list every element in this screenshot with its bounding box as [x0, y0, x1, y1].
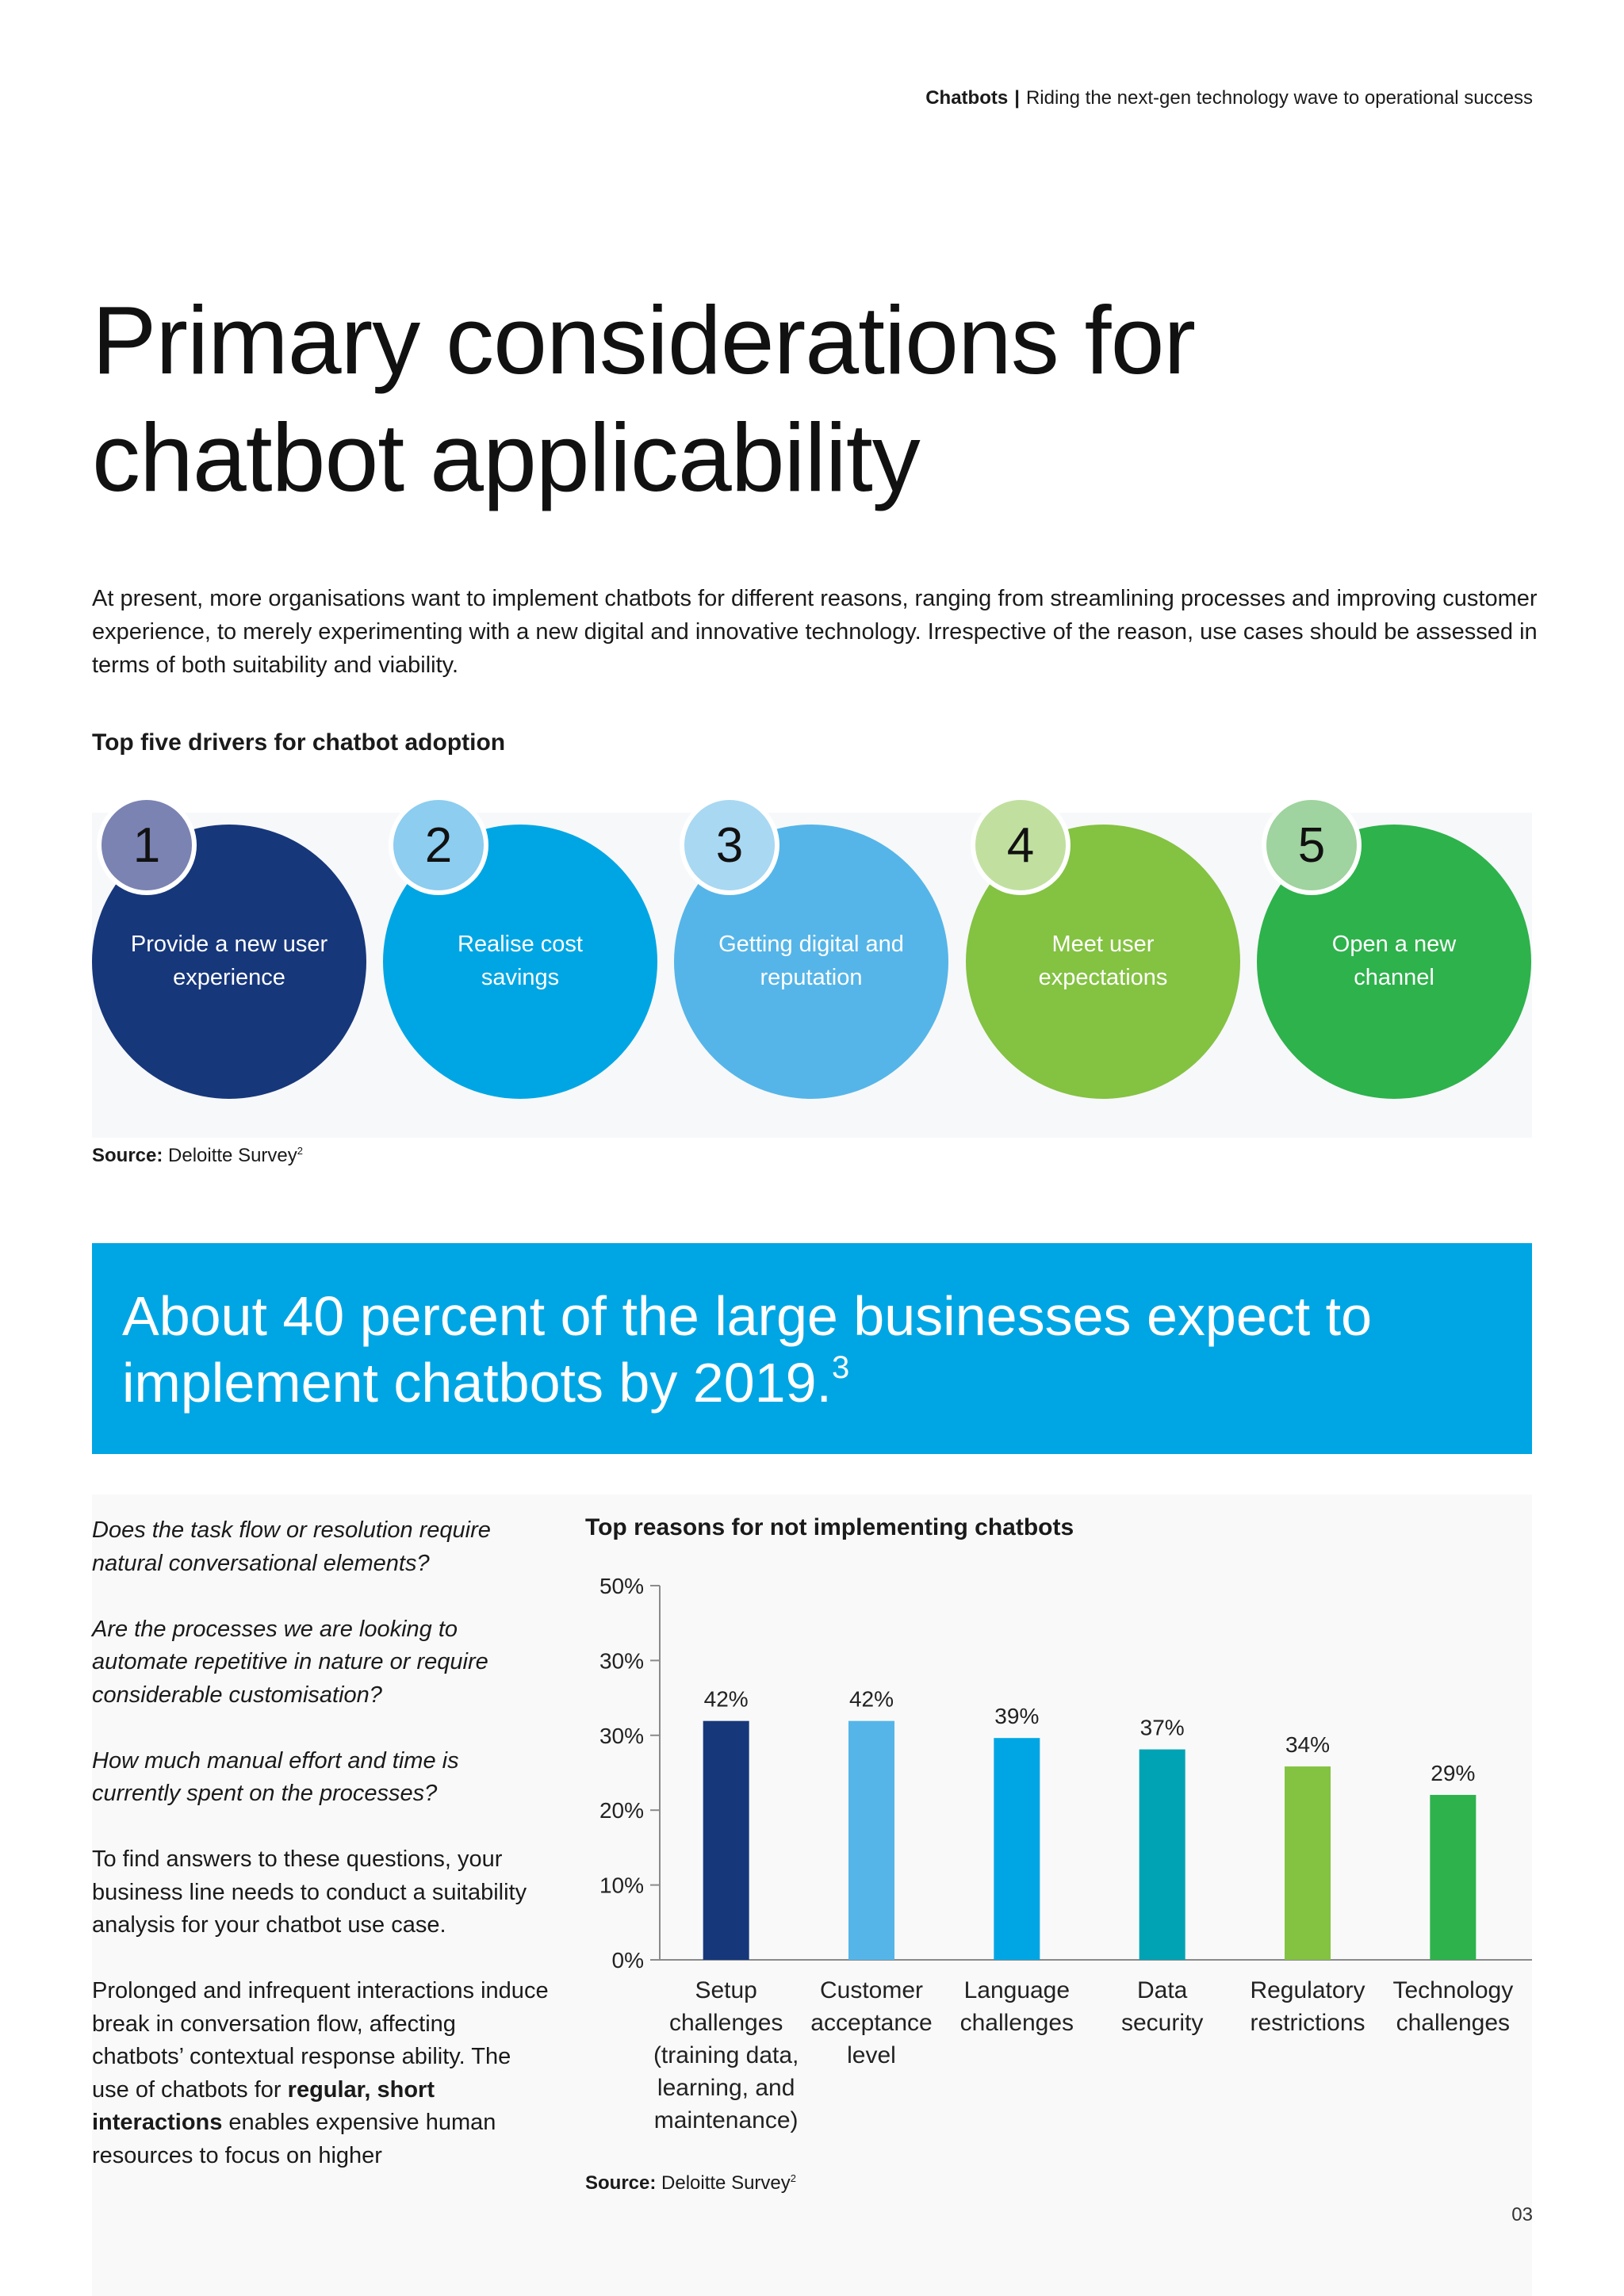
- bar: [703, 1720, 749, 1960]
- chart-source-label: Source:: [585, 2172, 657, 2194]
- question-1: Does the task flow or resolution require…: [92, 1517, 491, 1576]
- x-category-label-line: security: [1121, 2010, 1203, 2036]
- y-tick-label: 20%: [599, 1798, 644, 1823]
- questions-column: Does the task flow or resolution require…: [92, 1514, 552, 2206]
- driver-label-1: Provide a new user experience: [116, 928, 343, 994]
- bar-data-label: 34%: [1285, 1732, 1330, 1757]
- driver-label-4-line-2: expectations: [1038, 965, 1168, 990]
- y-tick-label: 30%: [599, 1648, 644, 1673]
- drivers-source-label: Source:: [92, 1145, 163, 1166]
- x-category-label: Regulatory restrictions: [1250, 1977, 1365, 2036]
- x-category-label-line: restrictions: [1250, 2010, 1365, 2036]
- driver-label-1-line-1: Provide a new user: [130, 932, 328, 957]
- running-header-brand: Chatbots: [925, 87, 1009, 109]
- y-tick-label: 10%: [599, 1873, 644, 1898]
- callout-banner: About 40 percent of the large businesses…: [92, 1243, 1532, 1454]
- page-number: 03: [1511, 2204, 1533, 2225]
- x-category-label-line: Customer: [820, 1977, 923, 2003]
- bar: [1430, 1794, 1477, 1960]
- question-2: Are the processes we are looking to auto…: [92, 1616, 488, 1708]
- bar-data-label: 29%: [1431, 1761, 1475, 1785]
- x-category-label-line: challenges: [669, 2010, 783, 2036]
- driver-label-4: Meet user expectations: [990, 928, 1216, 994]
- driver-label-3-line-2: reputation: [760, 965, 863, 990]
- driver-label-5: Open a new channel: [1281, 928, 1507, 994]
- page-title-line-1: Primary considerations for: [92, 286, 1196, 394]
- driver-number-badge-2: 2: [389, 795, 488, 895]
- x-category-label: Customer acceptance level: [810, 1977, 932, 2068]
- x-category-label: Setup challenges (training data, learning, …: [653, 1977, 799, 2133]
- x-category-label-line: (training data,: [653, 2042, 799, 2068]
- bar: [994, 1738, 1040, 1960]
- page-title: Primary considerations for chatbot appli…: [92, 281, 1440, 516]
- intro-paragraph: At present, more organisations want to i…: [92, 586, 1538, 678]
- interactions-paragraph-bold: regular, short interactions: [92, 2076, 435, 2136]
- bar-data-label: 37%: [1140, 1716, 1185, 1740]
- running-header-separator: |: [1014, 87, 1020, 109]
- x-category-label-line: challenges: [1396, 2010, 1510, 2036]
- suitability-paragraph: To find answers to these questions, your…: [92, 1846, 527, 1938]
- driver-label-2-line-1: Realise cost: [458, 932, 583, 957]
- driver-label-1-line-2: experience: [173, 965, 285, 990]
- x-category-label-line: challenges: [960, 2010, 1074, 2036]
- driver-label-3: Getting digital and reputation: [698, 928, 925, 994]
- x-category-label-line: maintenance): [654, 2107, 799, 2133]
- x-category-label-line: Regulatory: [1250, 1977, 1365, 2003]
- bar: [848, 1720, 894, 1960]
- callout-banner-footnote: 3: [831, 1350, 850, 1385]
- chart-source-text: Deloitte Survey: [661, 2172, 791, 2194]
- x-category-label: Technology challenges: [1392, 1977, 1513, 2036]
- chart-source: Source: Deloitte Survey2: [585, 2172, 796, 2195]
- question-3: How much manual effort and time is curre…: [92, 1747, 459, 1807]
- x-category-label-line: acceptance: [810, 2010, 932, 2036]
- running-header-subtitle: Riding the next-gen technology wave to o…: [1025, 87, 1533, 109]
- interactions-paragraph-start: Prolonged and infrequent interactions in…: [92, 1978, 549, 2103]
- driver-label-2: Realise cost savings: [407, 928, 634, 994]
- callout-banner-line-2-text: implement chatbots by 2019.: [122, 1352, 832, 1414]
- x-category-label-line: Technology: [1392, 1977, 1513, 2003]
- y-tick-label: 30%: [599, 1724, 644, 1748]
- interactions-paragraph: Prolonged and infrequent interactions in…: [92, 1975, 552, 2172]
- drivers-source-footnote: 2: [297, 1145, 304, 1157]
- driver-number-badge-5: 5: [1262, 795, 1362, 895]
- x-category-label-line: Setup: [695, 1977, 756, 2003]
- drivers-heading: Top five drivers for chatbot adoption: [92, 729, 506, 756]
- bar: [1285, 1766, 1331, 1960]
- drivers-source: Source: Deloitte Survey2: [92, 1145, 303, 1167]
- x-category-label: Language challenges: [960, 1977, 1074, 2036]
- driver-label-4-line-1: Meet user: [1051, 932, 1155, 957]
- x-category-label-line: learning, and: [657, 2075, 795, 2101]
- bar: [1139, 1749, 1185, 1960]
- callout-banner-line-1: About 40 percent of the large businesses…: [122, 1285, 1373, 1347]
- page-title-line-2: chatbot applicability: [92, 404, 921, 511]
- driver-number-badge-3: 3: [680, 795, 779, 895]
- chart-title: Top reasons for not implementing chatbot…: [585, 1514, 1074, 1540]
- bar-data-label: 42%: [704, 1687, 749, 1712]
- reasons-bar-chart: 0% 10% 20% 30% 30% 50% 42% Setup challenges (trai…: [599, 1574, 1532, 2133]
- driver-number-badge-1: 1: [97, 795, 197, 895]
- x-category-label: Data security: [1121, 1977, 1203, 2036]
- drivers-source-text: Deloitte Survey: [168, 1145, 297, 1166]
- driver-label-5-line-1: Open a new: [1331, 932, 1457, 957]
- x-category-label-line: Data: [1137, 1977, 1188, 2003]
- y-tick-label: 0%: [612, 1948, 644, 1973]
- driver-number-badge-4: 4: [971, 795, 1071, 895]
- y-tick-label: 50%: [599, 1574, 644, 1598]
- driver-label-5-line-2: channel: [1354, 965, 1434, 990]
- callout-banner-text: About 40 percent of the large businesses…: [122, 1283, 1502, 1416]
- callout-banner-line-2: implement chatbots by 2019.3: [122, 1349, 1502, 1416]
- bar-data-label: 42%: [849, 1687, 894, 1712]
- driver-label-2-line-2: savings: [481, 965, 560, 990]
- bar-data-label: 39%: [994, 1704, 1039, 1728]
- x-category-label-line: level: [847, 2042, 896, 2068]
- x-category-label-line: Language: [964, 1977, 1070, 2003]
- running-header: Chatbots | Riding the next-gen technology …: [925, 87, 1533, 109]
- chart-source-footnote: 2: [790, 2172, 797, 2184]
- interactions-paragraph-end: enables expensive human resources to foc…: [92, 2110, 496, 2168]
- driver-label-3-line-1: Getting digital and: [718, 932, 904, 957]
